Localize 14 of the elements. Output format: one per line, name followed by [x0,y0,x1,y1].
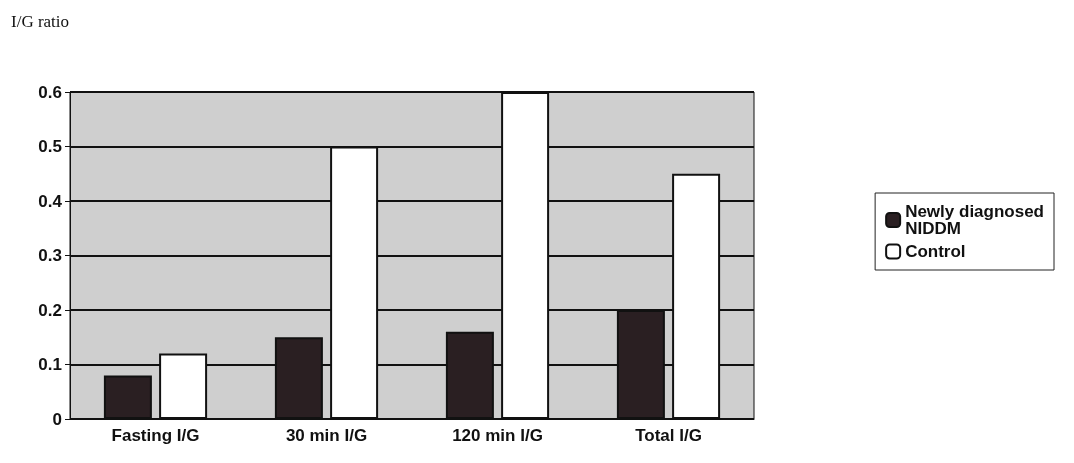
x-tick-label: Fasting I/G [111,426,200,445]
y-tick-label: 0.6 [38,82,62,102]
legend-label: Newly diagnosed NIDDM [905,202,1045,238]
x-tick-label: 30 min I/G [285,426,368,445]
y-axis-title: I/G ratio [11,12,70,31]
legend-label: Control [905,242,966,261]
y-tick-label: 0.2 [38,300,62,320]
y-tick-label: 0.5 [38,137,62,156]
y-tick-label: 0.1 [38,355,62,374]
x-tick-label: 120 min I/G [452,426,543,445]
y-tick-label: 0.4 [38,191,63,211]
y-tick-label: 0.3 [38,246,62,265]
x-tick-label: Total I/G [635,426,702,445]
y-tick-label: 0 [52,409,62,429]
